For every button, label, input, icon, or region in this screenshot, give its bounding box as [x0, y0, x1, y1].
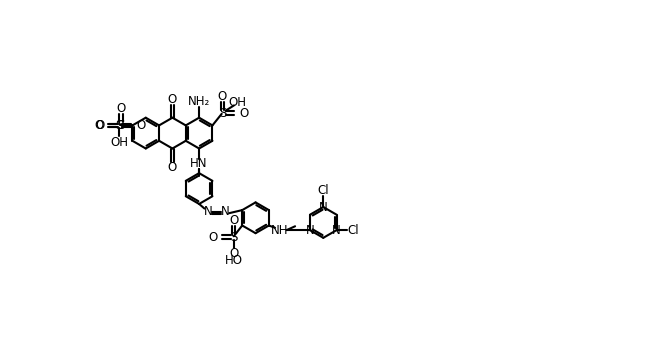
Text: OH: OH: [110, 136, 128, 149]
Text: Cl: Cl: [348, 224, 360, 237]
Text: HN: HN: [191, 157, 208, 170]
Text: O: O: [218, 90, 227, 103]
Text: O: O: [95, 119, 105, 132]
Text: N: N: [319, 201, 328, 214]
Text: O: O: [94, 119, 103, 132]
Text: O: O: [116, 102, 126, 115]
Text: S: S: [117, 119, 124, 132]
Text: N: N: [221, 205, 229, 218]
Text: O: O: [168, 93, 177, 106]
Text: O: O: [239, 107, 249, 120]
Text: S: S: [219, 107, 226, 120]
Text: S: S: [115, 119, 123, 132]
Text: HO: HO: [225, 254, 243, 267]
Text: N: N: [332, 224, 341, 237]
Text: NH₂: NH₂: [188, 95, 210, 108]
Text: O: O: [136, 119, 146, 132]
Text: O: O: [229, 214, 238, 227]
Text: O: O: [229, 247, 238, 260]
Text: NH: NH: [271, 224, 288, 237]
Text: OH: OH: [229, 96, 247, 109]
Text: O: O: [209, 231, 218, 244]
Text: Cl: Cl: [318, 184, 329, 196]
Text: N: N: [306, 224, 314, 237]
Text: O: O: [168, 161, 177, 174]
Text: N: N: [204, 205, 213, 218]
Text: S: S: [230, 231, 237, 244]
